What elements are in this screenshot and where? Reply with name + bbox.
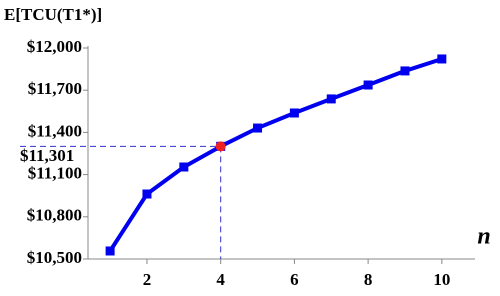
marker [179,162,189,172]
x-tick-label: 6 [290,270,299,289]
marker [253,123,263,133]
y-tick-label: $11,100 [28,164,82,183]
x-tick-label: 4 [216,270,225,289]
x-axis-label: n [477,224,490,250]
marker [437,54,447,64]
marker [363,80,373,90]
marker [142,189,152,199]
marker [326,94,336,104]
line [108,57,443,253]
y-tick-label: $10,800 [27,206,82,225]
y-tick-label: $10,500 [27,248,82,267]
marker [289,108,299,118]
x-tick-label: 10 [433,270,450,289]
y-tick-label: $11,700 [28,79,82,98]
chart-title: E[TCU(T1*)] [4,5,102,24]
y-tick-label: $12,000 [27,37,82,56]
annotation-label: $11,301 [20,146,74,165]
x-tick-label: 2 [143,270,152,289]
marker [400,66,410,76]
x-tick-label: 8 [364,270,373,289]
y-tick-label: $11,400 [28,121,82,140]
marker [105,246,115,256]
highlight-point [215,141,226,152]
